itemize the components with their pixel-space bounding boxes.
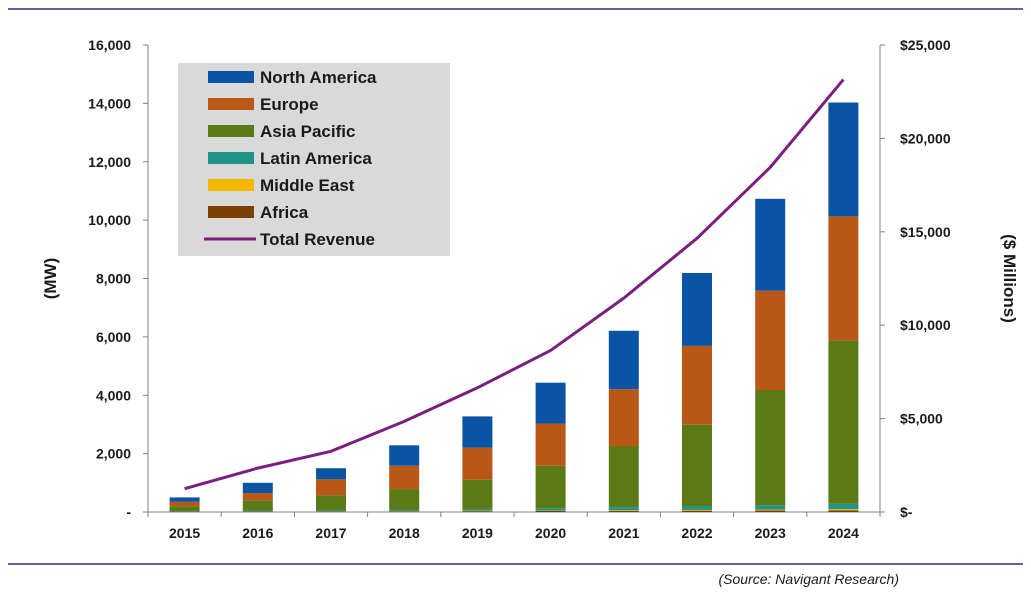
bar-latin-america [608,507,639,511]
bar-europe [169,501,200,507]
right-tick-label: $15,000 [900,224,951,240]
right-tick-label: $- [900,504,913,520]
bar-north-america [828,102,859,217]
bar-latin-america [462,508,493,511]
x-tick-label: 2022 [681,525,712,541]
x-tick-label: 2019 [462,525,493,541]
bar-asia-pacific [828,340,859,504]
bar-europe [462,447,493,480]
left-tick-label: 12,000 [88,154,131,170]
legend-label: Total Revenue [260,230,375,249]
bar-europe [389,465,420,490]
bar-latin-america [316,509,346,512]
bar-europe [828,216,859,341]
bar-middle-east [755,509,786,511]
bottom-rule [8,563,1023,565]
bar-africa [682,510,712,512]
bar-north-america [242,482,273,494]
bar-north-america [755,198,786,291]
bar-africa [755,510,786,512]
x-tick-label: 2018 [389,525,420,541]
bar-europe [535,423,566,466]
bar-middle-east [828,509,859,511]
bar-europe [316,479,346,496]
bar-asia-pacific [242,500,273,511]
bar-north-america [535,382,566,424]
left-tick-label: 16,000 [88,37,131,53]
legend-label: North America [260,68,377,87]
x-tick-label: 2016 [242,525,273,541]
bar-latin-america [535,508,566,511]
bar-latin-america [242,510,273,512]
x-tick-label: 2020 [535,525,566,541]
bar-africa [535,510,566,512]
left-tick-label: 2,000 [96,446,131,462]
legend-label: Europe [260,95,319,114]
left-tick-label: 8,000 [96,271,131,287]
bar-latin-america [682,506,712,510]
bar-africa [828,510,859,512]
x-tick-label: 2024 [828,525,859,541]
bar-africa [608,510,639,512]
bar-africa [462,511,493,512]
bar-asia-pacific [682,424,712,507]
source-note: (Source: Navigant Research) [718,571,899,587]
right-axis-title: ($ Millions) [1000,234,1019,323]
stacked-bar-chart: - 2,000 4,000 6,000 8,000 10,000 12,000 14,000 1… [41,37,1019,541]
bar-asia-pacific [169,506,200,511]
x-tick-label: 2023 [755,525,786,541]
legend-swatch-latin-america [208,152,254,164]
left-tick-label: 6,000 [96,329,131,345]
bar-north-america [608,330,639,390]
right-tick-label: $5,000 [900,411,943,427]
bar-asia-pacific [389,489,420,510]
legend-swatch-middle-east [208,179,254,191]
x-tick-label: 2017 [315,525,346,541]
top-rule [8,8,1023,10]
x-tick-label: 2015 [169,525,200,541]
bar-latin-america [828,503,859,510]
bar-asia-pacific [608,446,639,508]
bar-latin-america [755,505,786,510]
legend-label: Middle East [260,176,355,195]
bar-north-america [389,445,420,466]
legend-label: Latin America [260,149,372,168]
left-tick-label: 14,000 [88,95,131,111]
bar-latin-america [169,510,200,512]
total-revenue-line [184,78,845,491]
bar-asia-pacific [535,465,566,509]
bar-asia-pacific [755,389,786,506]
bar-europe [755,290,786,390]
legend-swatch-north-america [208,71,254,83]
bar-north-america [682,272,712,346]
bar-middle-east [608,510,639,511]
legend-label: Africa [260,203,309,222]
bar-africa [316,511,346,512]
bar-africa [389,511,420,512]
bar-europe [682,345,712,425]
bar-asia-pacific [316,495,346,510]
bar-latin-america [389,509,420,511]
right-tick-label: $10,000 [900,317,951,333]
bar-north-america [462,416,493,448]
bar-asia-pacific [462,479,493,509]
bar-north-america [169,497,200,502]
left-tick-label: - [126,504,131,520]
legend-label: Asia Pacific [260,122,355,141]
bar-europe [242,493,273,501]
left-tick-label: 4,000 [96,387,131,403]
legend-swatch-africa [208,206,254,218]
left-axis-title: (MW) [41,258,60,300]
legend-swatch-europe [208,98,254,110]
x-tick-label: 2021 [608,525,639,541]
legend-swatch-asia-pacific [208,125,254,137]
right-tick-label: $25,000 [900,37,951,53]
bar-north-america [316,468,346,480]
bar-middle-east [682,509,712,511]
left-tick-label: 10,000 [88,212,131,228]
bar-europe [608,389,639,447]
right-tick-label: $20,000 [900,130,951,146]
